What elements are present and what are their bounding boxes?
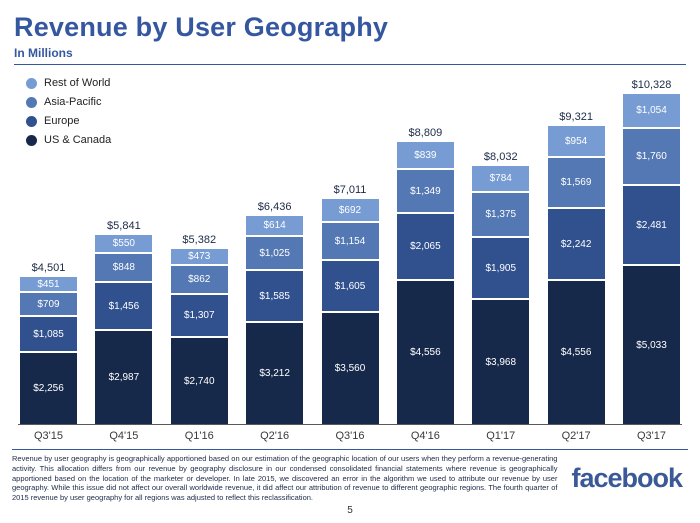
bar-segment: $1,760 — [623, 129, 680, 184]
bar-segment: $1,569 — [547, 158, 605, 207]
legend-item: Rest of World — [26, 77, 111, 89]
bar-total-label: $4,501 — [31, 262, 66, 274]
bar-segment: $5,033 — [623, 266, 680, 424]
bar-column: $5,841 $550 $848 $1,456 $2,987 — [95, 220, 153, 424]
bar-segment: $709 — [20, 293, 77, 315]
bar-segment: $4,556 — [547, 281, 605, 424]
bar-segment: $473 — [170, 249, 228, 264]
bar-column: $4,501 $451 $709 $1,085 $2,256 — [20, 262, 77, 424]
bar-segment: $1,349 — [396, 170, 454, 212]
legend-label: Europe — [44, 115, 80, 127]
disclaimer-text: Revenue by user geography is geographica… — [12, 454, 558, 502]
bar-column: $10,328 $1,054 $1,760 $2,481 $5,033 — [623, 79, 680, 424]
subtitle: In Millions — [14, 46, 73, 60]
bar-segment: $862 — [170, 266, 228, 293]
axis-category-label: Q3'17 — [636, 430, 666, 442]
bar-column: $9,321 $954 $1,569 $2,242 $4,556 — [547, 111, 605, 424]
bar-segment: $1,307 — [170, 295, 228, 336]
chart: Rest of World Asia-Pacific Europe US & Cana… — [18, 73, 682, 442]
bar-column: $6,436 $614 $1,025 $1,585 $3,212 — [246, 201, 304, 424]
bar-column: $8,809 $839 $1,349 $2,065 $4,556 — [396, 127, 454, 424]
bar-total-label: $9,321 — [559, 111, 593, 123]
legend-item: US & Canada — [26, 134, 111, 146]
header: Revenue by User Geography In Millions — [0, 0, 700, 65]
bar-segment: $2,481 — [623, 186, 680, 264]
legend-label: Asia-Pacific — [44, 96, 102, 108]
legend-swatch — [26, 96, 37, 108]
bar-segment: $1,375 — [472, 193, 530, 236]
page-number: 5 — [347, 504, 353, 516]
axis-category-label: Q4'16 — [410, 430, 440, 442]
header-divider — [14, 64, 686, 65]
bar-column: $8,032 $784 $1,375 $1,905 $3,968 — [472, 151, 530, 424]
bar-total-label: $6,436 — [257, 201, 292, 213]
bar-segment: $1,605 — [321, 261, 379, 311]
bar-segment: $2,065 — [396, 214, 454, 279]
page-title: Revenue by User Geography — [14, 12, 389, 42]
legend-item: Europe — [26, 115, 111, 127]
bar-segment: $3,968 — [472, 300, 530, 424]
bar-segment: $1,905 — [472, 238, 530, 298]
bar-segment: $1,456 — [95, 283, 153, 329]
bar-segment: $1,585 — [246, 271, 304, 321]
bar-segment: $451 — [20, 277, 77, 291]
legend-item: Asia-Pacific — [26, 96, 111, 108]
bar-segment: $1,085 — [20, 317, 77, 351]
bar-total-label: $8,032 — [483, 151, 518, 163]
bar-segment: $2,242 — [547, 209, 605, 279]
legend: Rest of World Asia-Pacific Europe US & Cana… — [26, 77, 111, 146]
bar-segment: $3,560 — [321, 313, 379, 424]
legend-swatch — [26, 134, 37, 146]
bar-segment: $550 — [95, 235, 153, 252]
bar-segment: $1,054 — [623, 94, 680, 127]
axis-category-label: Q1'17 — [486, 430, 516, 442]
bar-segment: $2,987 — [95, 331, 153, 424]
axis-category-label: Q2'17 — [561, 430, 591, 442]
bar-total-label: $5,382 — [182, 234, 217, 246]
axis-category-label: Q4'15 — [109, 430, 139, 442]
bar-segment: $692 — [321, 199, 379, 221]
bar-segment: $2,256 — [20, 353, 77, 424]
bar-total-label: $5,841 — [107, 220, 141, 232]
bar-segment: $1,025 — [246, 237, 304, 269]
bar-column: $5,382 $473 $862 $1,307 $2,740 — [170, 234, 228, 424]
legend-label: US & Canada — [44, 134, 112, 146]
bar-total-label: $10,328 — [631, 79, 672, 91]
bar-segment: $4,556 — [396, 281, 454, 424]
footer: Revenue by user geography is geographica… — [12, 449, 688, 503]
legend-label: Rest of World — [44, 77, 111, 89]
facebook-logo: facebook — [571, 462, 683, 493]
axis-category-label: Q1'16 — [184, 430, 214, 442]
legend-swatch — [26, 77, 37, 89]
bar-segment: $3,212 — [246, 323, 304, 424]
axis-category-label: Q3'15 — [33, 430, 63, 442]
axis-labels: Q3'15 Q4'15 Q1'16 Q2'16 Q3'16 Q4'16 Q1'17 Q2'17… — [18, 430, 682, 442]
bar-segment: $784 — [472, 166, 530, 191]
bar-segment: $614 — [246, 216, 304, 235]
bar-segment: $1,154 — [321, 223, 379, 259]
axis-category-label: Q3'16 — [335, 430, 365, 442]
bar-total-label: $7,011 — [333, 184, 367, 196]
bar-segment: $839 — [396, 142, 454, 168]
bar-total-label: $8,809 — [408, 127, 443, 139]
bars: $4,501 $451 $709 $1,085 $2,256 $5,841 $550 $848… — [18, 73, 682, 425]
bar-segment: $954 — [547, 126, 605, 156]
axis-category-label: Q2'16 — [260, 430, 290, 442]
bar-column: $7,011 $692 $1,154 $1,605 $3,560 — [321, 184, 379, 424]
bar-segment: $2,740 — [170, 338, 228, 424]
bar-segment: $848 — [95, 254, 153, 281]
legend-swatch — [26, 115, 37, 127]
